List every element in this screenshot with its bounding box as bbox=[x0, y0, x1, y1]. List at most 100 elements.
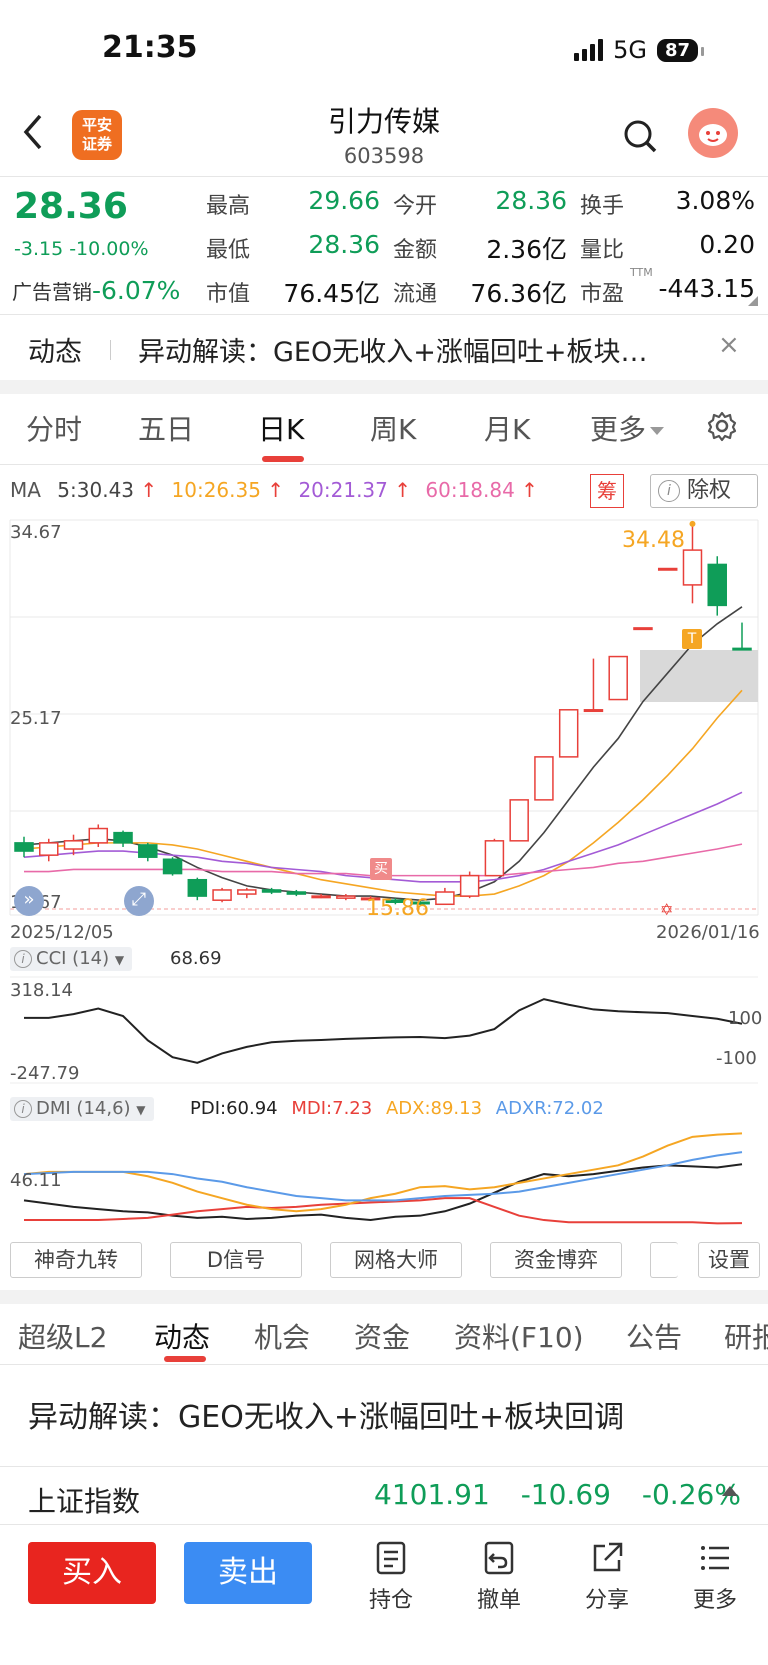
cci-selector[interactable]: CCI (14) ▼ bbox=[10, 947, 133, 971]
active-tab-indicator bbox=[262, 456, 304, 462]
positions-label: 持仓 bbox=[368, 1588, 413, 1613]
news-item-title[interactable]: 异动解读：GEO无收入+涨幅回吐+板块回调 bbox=[28, 1400, 625, 1435]
news-tag[interactable]: 动态 bbox=[28, 337, 82, 368]
candle bbox=[39, 838, 59, 862]
tab-research[interactable]: 研报 bbox=[724, 1321, 768, 1354]
buy-marker[interactable]: 买 bbox=[370, 858, 392, 880]
fullscreen-icon[interactable]: ⤢ bbox=[124, 886, 154, 916]
tool-fund-game[interactable]: 资金博弈 bbox=[490, 1242, 622, 1278]
field-label: 市盈 bbox=[580, 282, 625, 307]
dmi-chart[interactable] bbox=[0, 1125, 768, 1233]
battery-icon: 87 bbox=[656, 38, 705, 62]
candle bbox=[88, 824, 109, 847]
more-label: 更多 bbox=[692, 1588, 737, 1613]
expand-up-icon[interactable] bbox=[722, 1486, 738, 1496]
active-tab-indicator bbox=[164, 1356, 206, 1362]
close-icon[interactable]: × bbox=[718, 330, 740, 360]
candle bbox=[583, 658, 604, 713]
sector-change[interactable]: 广告营销-6.07% bbox=[12, 276, 180, 305]
document-icon bbox=[376, 1541, 406, 1575]
stock-name: 引力传媒 bbox=[327, 105, 440, 138]
menu-icon bbox=[701, 1546, 729, 1570]
tab-funds[interactable]: 资金 bbox=[354, 1321, 411, 1354]
cci-label: CCI (14) bbox=[36, 948, 110, 969]
field-label: 今开 bbox=[393, 194, 438, 219]
ma-legend[interactable]: MA 5:30.43 ↑ 10:26.35 ↑ 20:21.37 ↑ 60:18… bbox=[10, 478, 538, 502]
adx-value: ADX:89.13 bbox=[385, 1098, 483, 1119]
candle bbox=[187, 877, 208, 901]
cci-top: 318.14 bbox=[10, 980, 73, 1001]
positions-button[interactable]: 持仓 bbox=[356, 1540, 426, 1614]
field-high: 29.66 bbox=[308, 186, 380, 215]
candle bbox=[212, 887, 232, 903]
broker-logo: 平安证券 bbox=[72, 110, 122, 160]
avatar[interactable] bbox=[688, 108, 738, 158]
cci-chart[interactable] bbox=[0, 975, 768, 1085]
share-button[interactable]: 分享 bbox=[572, 1540, 642, 1614]
tab-super-l2[interactable]: 超级L2 bbox=[18, 1321, 108, 1354]
tab-opportunity[interactable]: 机会 bbox=[254, 1321, 311, 1354]
pdi-value: PDI:60.94 bbox=[190, 1098, 278, 1119]
undo-icon bbox=[484, 1541, 514, 1575]
current-price: 28.36 bbox=[14, 186, 128, 227]
ex-rights-button[interactable]: 除权 bbox=[650, 474, 758, 508]
more-button[interactable]: 更多 bbox=[680, 1540, 750, 1614]
tab-announcements[interactable]: 公告 bbox=[626, 1321, 683, 1354]
tab-five-day[interactable]: 五日 bbox=[138, 413, 195, 446]
field-label: 流通 bbox=[393, 282, 438, 307]
tab-weekly-k[interactable]: 周K bbox=[370, 413, 417, 446]
tool-more[interactable] bbox=[650, 1242, 678, 1278]
tab-intraday[interactable]: 分时 bbox=[26, 413, 83, 446]
ma60-value: 60:18.84 bbox=[425, 478, 515, 502]
tab-more-label: 更多 bbox=[590, 413, 647, 446]
expand-left-icon[interactable]: » bbox=[14, 886, 44, 916]
cancel-order-button[interactable]: 撤单 bbox=[464, 1540, 534, 1614]
tab-daily-k[interactable]: 日K bbox=[258, 413, 305, 446]
candle bbox=[14, 836, 34, 858]
tab-f10[interactable]: 资料(F10) bbox=[454, 1321, 584, 1354]
tool-magic-nine[interactable]: 神奇九转 bbox=[10, 1242, 142, 1278]
tool-d-signal[interactable]: D信号 bbox=[170, 1242, 302, 1278]
candle bbox=[484, 838, 505, 877]
tool-grid-master[interactable]: 网格大师 bbox=[330, 1242, 462, 1278]
candle bbox=[534, 756, 554, 801]
candle bbox=[682, 523, 703, 604]
candle bbox=[558, 709, 579, 758]
dmi-y-label: 46.11 bbox=[10, 1170, 62, 1191]
candle bbox=[633, 627, 653, 631]
field-volume-ratio: 0.20 bbox=[699, 230, 755, 259]
news-headline[interactable]: 异动解读：GEO无收入+涨幅回吐+板块… bbox=[138, 337, 648, 368]
candle bbox=[509, 799, 529, 842]
ma-label: MA bbox=[10, 478, 41, 502]
expand-corner-icon[interactable] bbox=[748, 296, 758, 306]
ma5-line bbox=[23, 606, 743, 901]
event-marker-icon[interactable]: ✡ bbox=[660, 900, 674, 919]
t-marker[interactable]: T bbox=[682, 629, 702, 649]
chip-distribution-button[interactable]: 筹 bbox=[590, 474, 624, 508]
status-time: 21:35 bbox=[102, 30, 198, 65]
adx-line bbox=[23, 1132, 743, 1213]
ttm-sup: TTM bbox=[630, 266, 653, 279]
tab-monthly-k[interactable]: 月K bbox=[484, 413, 531, 446]
search-button[interactable] bbox=[622, 118, 658, 154]
status-indicators: 5G 87 bbox=[574, 36, 705, 64]
y-axis-mid: 25.17 bbox=[10, 708, 62, 729]
sell-button[interactable]: 卖出 bbox=[184, 1542, 312, 1604]
chart-settings-button[interactable] bbox=[706, 410, 738, 446]
cci-minus-100: -100 bbox=[716, 1048, 757, 1069]
tab-more[interactable]: 更多 bbox=[590, 408, 665, 448]
field-pe: -443.15 bbox=[658, 274, 756, 303]
kline-chart[interactable] bbox=[0, 515, 768, 945]
candle bbox=[707, 556, 727, 616]
field-market-cap: 76.45亿 bbox=[283, 279, 380, 308]
field-label: 金额 bbox=[393, 238, 438, 263]
buy-button[interactable]: 买入 bbox=[28, 1542, 156, 1604]
dmi-selector[interactable]: DMI (14,6) ▼ bbox=[10, 1097, 154, 1121]
index-name[interactable]: 上证指数 bbox=[28, 1485, 141, 1518]
tool-settings[interactable]: 设置 bbox=[698, 1242, 760, 1278]
back-button[interactable] bbox=[20, 112, 46, 162]
tab-news[interactable]: 动态 bbox=[154, 1321, 211, 1354]
ma5-value: 5:30.43 bbox=[57, 478, 135, 502]
candle bbox=[63, 834, 84, 856]
field-open: 28.36 bbox=[495, 186, 567, 215]
